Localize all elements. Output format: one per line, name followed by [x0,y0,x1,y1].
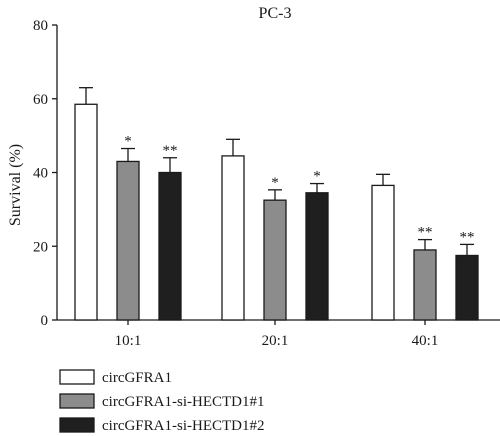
significance-marker: * [313,169,321,185]
bar [413,249,437,321]
y-tick-label: 60 [33,92,48,108]
bars-group: ***10:1* *20:1** **40:1 [74,87,479,349]
bar [263,199,287,321]
x-tick-label: 40:1 [412,333,439,349]
legend: circGFRA1 circGFRA1-si-HECTD1#1 circGFRA1-… [59,369,264,434]
significance-marker: * [271,175,279,191]
significance-marker: * [124,134,132,150]
significance-marker: ** [418,225,433,241]
y-axis-label: Survival (%) [7,144,24,226]
y-tick-label: 40 [33,166,48,182]
bar [455,254,479,321]
legend-label: circGFRA1 [102,370,172,386]
y-tick-label: 0 [41,313,49,329]
significance-marker: ** [163,143,178,159]
legend-label: circGFRA1-si-HECTD1#2 [102,418,264,434]
x-tick-label: 10:1 [115,333,142,349]
bar [158,171,182,321]
bar [371,184,395,321]
legend-label: circGFRA1-si-HECTD1#1 [102,394,264,410]
chart-title: PC-3 [259,5,292,22]
legend-swatch [59,417,95,433]
bar [116,160,140,321]
y-tick-label: 20 [33,239,48,255]
legend-swatch [59,393,95,409]
bar [221,155,245,321]
x-tick-label: 20:1 [262,333,289,349]
bar [74,103,98,321]
bar [305,192,329,321]
legend-swatch [59,369,95,385]
significance-marker: ** [460,229,475,245]
y-tick-label: 80 [33,18,48,34]
